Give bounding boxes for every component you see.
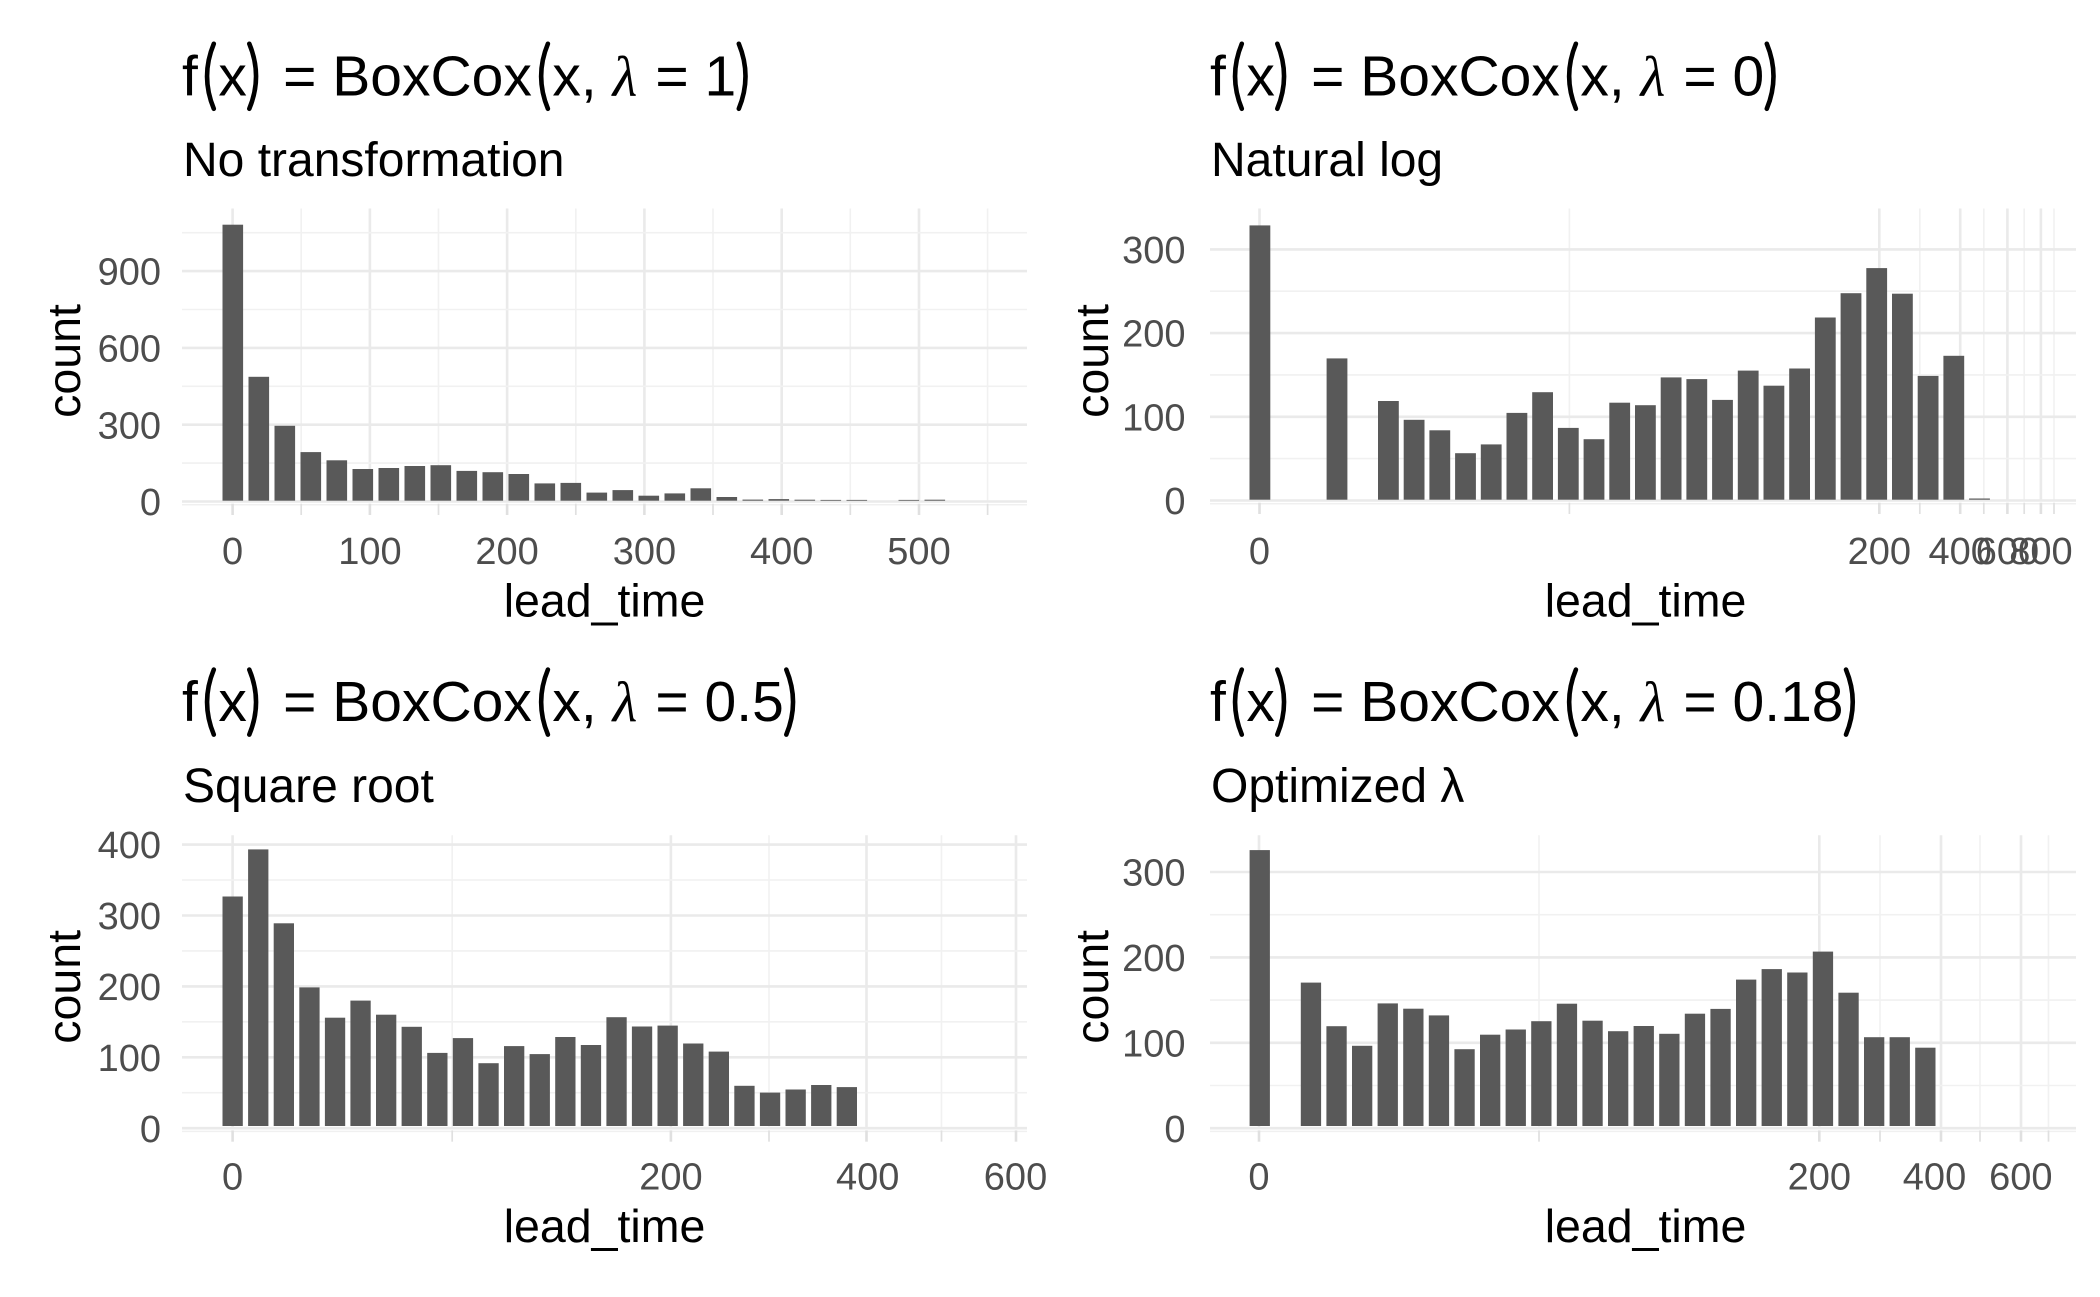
svg-text:500: 500 xyxy=(887,531,950,573)
svg-text:100: 100 xyxy=(1122,1023,1185,1065)
svg-text:= BoxCox: = BoxCox xyxy=(267,670,532,734)
svg-text:= 0.18: = 0.18 xyxy=(1668,670,1844,734)
svg-text:200: 200 xyxy=(475,531,538,573)
svg-text:count: count xyxy=(38,304,90,418)
svg-text:λ: λ xyxy=(611,45,638,108)
svg-text:Square root: Square root xyxy=(183,760,434,813)
svg-text:400: 400 xyxy=(1903,1157,1966,1199)
svg-text:= 0.5: = 0.5 xyxy=(640,670,784,734)
svg-text:f: f xyxy=(1210,670,1226,734)
svg-text:x,: x, xyxy=(1580,670,1640,734)
svg-text:0: 0 xyxy=(222,1157,243,1199)
svg-text:= BoxCox: = BoxCox xyxy=(1295,670,1560,734)
svg-text:count: count xyxy=(38,930,90,1044)
svg-text:400: 400 xyxy=(98,825,161,867)
svg-text:= BoxCox: = BoxCox xyxy=(1295,44,1560,108)
svg-text:300: 300 xyxy=(1122,230,1185,272)
svg-text:200: 200 xyxy=(98,967,161,1009)
svg-text:300: 300 xyxy=(1122,853,1185,895)
svg-text:0: 0 xyxy=(1164,481,1185,523)
svg-text:200: 200 xyxy=(1848,531,1911,573)
svg-text:600: 600 xyxy=(984,1157,1047,1199)
svg-text:= 1: = 1 xyxy=(640,44,737,108)
svg-text:0: 0 xyxy=(1249,531,1270,573)
svg-text:Optimized λ: Optimized λ xyxy=(1211,760,1464,813)
svg-text:100: 100 xyxy=(338,531,401,573)
svg-text:600: 600 xyxy=(1976,531,2039,573)
svg-text:200: 200 xyxy=(1122,314,1185,356)
svg-text:f: f xyxy=(182,670,198,734)
svg-text:800: 800 xyxy=(2009,531,2072,573)
svg-text:x,: x, xyxy=(552,670,612,734)
svg-text:lead_time: lead_time xyxy=(504,574,706,626)
svg-text:lead_time: lead_time xyxy=(504,1200,706,1252)
svg-text:λ: λ xyxy=(1639,671,1666,734)
svg-text:200: 200 xyxy=(1122,938,1185,980)
svg-text:0: 0 xyxy=(1248,1157,1269,1199)
svg-text:300: 300 xyxy=(98,896,161,938)
svg-text:x: x xyxy=(218,670,247,734)
svg-text:f: f xyxy=(182,44,198,108)
svg-text:100: 100 xyxy=(1122,397,1185,439)
svg-text:count: count xyxy=(1066,304,1118,418)
svg-text:300: 300 xyxy=(98,405,161,447)
svg-text:λ: λ xyxy=(1639,45,1666,108)
svg-text:400: 400 xyxy=(836,1157,899,1199)
svg-text:x: x xyxy=(1246,44,1275,108)
svg-text:lead_time: lead_time xyxy=(1545,1200,1747,1252)
svg-text:0: 0 xyxy=(140,482,161,524)
svg-text:Natural log: Natural log xyxy=(1211,134,1443,187)
svg-text:No transformation: No transformation xyxy=(183,134,565,187)
svg-text:lead_time: lead_time xyxy=(1545,574,1747,626)
svg-text:300: 300 xyxy=(613,531,676,573)
svg-text:x: x xyxy=(218,44,247,108)
svg-text:400: 400 xyxy=(1928,531,1991,573)
svg-text:100: 100 xyxy=(98,1038,161,1080)
svg-text:900: 900 xyxy=(98,252,161,294)
svg-text:600: 600 xyxy=(98,329,161,371)
svg-text:x,: x, xyxy=(552,44,612,108)
svg-text:0: 0 xyxy=(222,531,243,573)
svg-text:600: 600 xyxy=(1989,1157,2052,1199)
svg-text:0: 0 xyxy=(1164,1109,1185,1151)
svg-text:x: x xyxy=(1246,670,1275,734)
svg-text:f: f xyxy=(1210,44,1226,108)
svg-text:= BoxCox: = BoxCox xyxy=(267,44,532,108)
svg-text:400: 400 xyxy=(750,531,813,573)
svg-text:= 0: = 0 xyxy=(1668,44,1765,108)
svg-text:200: 200 xyxy=(1788,1157,1851,1199)
svg-text:count: count xyxy=(1066,930,1118,1044)
svg-text:0: 0 xyxy=(140,1109,161,1151)
svg-text:λ: λ xyxy=(611,671,638,734)
svg-text:200: 200 xyxy=(639,1157,702,1199)
svg-text:x,: x, xyxy=(1580,44,1640,108)
